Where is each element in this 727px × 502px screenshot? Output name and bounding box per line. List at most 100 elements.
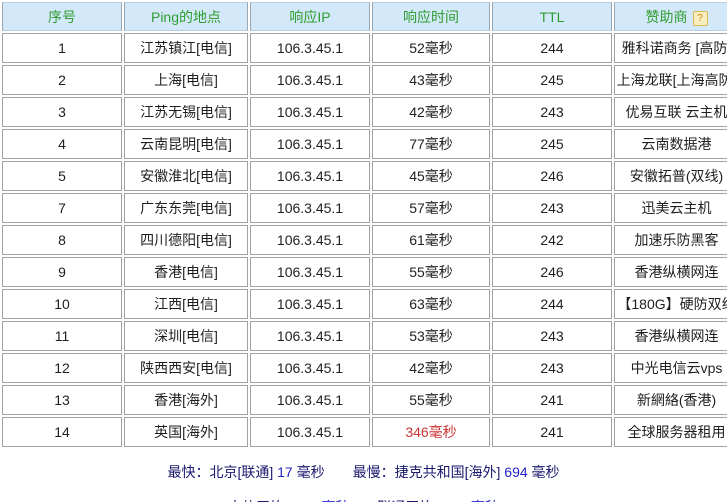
response-time-cell: 53毫秒	[372, 321, 490, 351]
location-cell: 四川德阳[电信]	[124, 225, 248, 255]
response-time-cell: 52毫秒	[372, 33, 490, 63]
slowest-unit: 毫秒	[531, 464, 560, 480]
response-ip-link[interactable]: 106.3.45.1	[250, 193, 370, 223]
response-time-cell: 55毫秒	[372, 385, 490, 415]
row-index-cell: 1	[2, 33, 122, 63]
ping-results-table: 序号 Ping的地点 响应IP 响应时间 TTL 赞助商? 1 江苏镇江[电信]…	[2, 2, 727, 447]
fastest-value: 17	[277, 464, 293, 480]
response-time-cell: 42毫秒	[372, 353, 490, 383]
slowest-place: 捷克共和国[海外]	[394, 464, 501, 480]
sponsor-link[interactable]: 迅美云主机	[614, 193, 727, 223]
location-cell: 广东东莞[电信]	[124, 193, 248, 223]
sponsor-link[interactable]: 安徽拓普(双线)	[614, 161, 727, 191]
ping-table-body: 1 江苏镇江[电信] 106.3.45.1 52毫秒 244 雅科诺商务 [高防…	[2, 33, 727, 447]
telecom-avg-label: 电信平均：	[228, 499, 298, 502]
response-time-cell: 63毫秒	[372, 289, 490, 319]
col-header-location-label: Ping的地点	[150, 8, 222, 25]
response-ip-link[interactable]: 106.3.45.1	[250, 385, 370, 415]
header-row: 序号 Ping的地点 响应IP 响应时间 TTL 赞助商?	[2, 2, 727, 31]
ttl-cell: 245	[492, 129, 612, 159]
location-cell: 江西[电信]	[124, 289, 248, 319]
response-ip-link[interactable]: 106.3.45.1	[250, 97, 370, 127]
ttl-cell: 243	[492, 97, 612, 127]
ttl-cell: 243	[492, 321, 612, 351]
sponsor-help-icon[interactable]: ?	[692, 10, 708, 26]
table-row: 3 江苏无锡[电信] 106.3.45.1 42毫秒 243 优易互联 云主机	[2, 97, 727, 127]
location-cell: 江苏镇江[电信]	[124, 33, 248, 63]
row-index-cell: 14	[2, 417, 122, 447]
sponsor-link[interactable]: 中光电信云vps	[614, 353, 727, 383]
ttl-cell: 244	[492, 289, 612, 319]
sponsor-link[interactable]: 新網絡(香港)	[614, 385, 727, 415]
row-index-cell: 5	[2, 161, 122, 191]
table-row: 2 上海[电信] 106.3.45.1 43毫秒 245 上海龙联[上海高防]	[2, 65, 727, 95]
ttl-cell: 241	[492, 417, 612, 447]
fastest-place: 北京[联通]	[209, 464, 274, 480]
row-index-cell: 12	[2, 353, 122, 383]
response-ip-link[interactable]: 106.3.45.1	[250, 33, 370, 63]
ttl-cell: 244	[492, 33, 612, 63]
col-header-response-time-label: 响应时间	[403, 8, 459, 25]
location-cell: 陕西西安[电信]	[124, 353, 248, 383]
location-cell: 香港[电信]	[124, 257, 248, 287]
response-ip-link[interactable]: 106.3.45.1	[250, 65, 370, 95]
location-cell: 安徽淮北[电信]	[124, 161, 248, 191]
sponsor-link[interactable]: 优易互联 云主机	[614, 97, 727, 127]
row-index-cell: 10	[2, 289, 122, 319]
summary-fastest-slowest: 最快：北京[联通] 17 毫秒 最慢：捷克共和国[海外] 694 毫秒	[0, 462, 727, 482]
response-ip-link[interactable]: 106.3.45.1	[250, 353, 370, 383]
response-time-cell: 346毫秒	[372, 417, 490, 447]
sponsor-link[interactable]: 上海龙联[上海高防]	[614, 65, 727, 95]
unicom-avg-value: 43	[451, 499, 467, 502]
response-ip-link[interactable]: 106.3.45.1	[250, 225, 370, 255]
col-header-sponsor: 赞助商?	[614, 2, 727, 31]
table-row: 1 江苏镇江[电信] 106.3.45.1 52毫秒 244 雅科诺商务 [高防…	[2, 33, 727, 63]
response-time-cell: 55毫秒	[372, 257, 490, 287]
table-header: 序号 Ping的地点 响应IP 响应时间 TTL 赞助商?	[2, 2, 727, 31]
response-ip-link[interactable]: 106.3.45.1	[250, 289, 370, 319]
table-row: 5 安徽淮北[电信] 106.3.45.1 45毫秒 246 安徽拓普(双线)	[2, 161, 727, 191]
sponsor-link[interactable]: 加速乐防黑客	[614, 225, 727, 255]
response-time-cell: 43毫秒	[372, 65, 490, 95]
table-row: 12 陕西西安[电信] 106.3.45.1 42毫秒 243 中光电信云vps	[2, 353, 727, 383]
sponsor-link[interactable]: 【180G】硬防双线	[614, 289, 727, 319]
ttl-cell: 246	[492, 257, 612, 287]
fastest-unit: 毫秒	[296, 464, 325, 480]
response-ip-link[interactable]: 106.3.45.1	[250, 321, 370, 351]
location-cell: 云南昆明[电信]	[124, 129, 248, 159]
col-header-response-ip-label: 响应IP	[289, 8, 331, 25]
response-time-cell: 77毫秒	[372, 129, 490, 159]
summary-averages: 电信平均： 53 毫秒 联通平均： 43 毫秒	[0, 497, 727, 502]
response-time-cell: 61毫秒	[372, 225, 490, 255]
sponsor-link[interactable]: 香港纵横网连	[614, 257, 727, 287]
row-index-cell: 13	[2, 385, 122, 415]
response-time-cell: 42毫秒	[372, 97, 490, 127]
row-index-cell: 4	[2, 129, 122, 159]
sponsor-link[interactable]: 雅科诺商务 [高防]	[614, 33, 727, 63]
location-cell: 上海[电信]	[124, 65, 248, 95]
table-row: 4 云南昆明[电信] 106.3.45.1 77毫秒 245 云南数据港	[2, 129, 727, 159]
response-ip-link[interactable]: 106.3.45.1	[250, 417, 370, 447]
col-header-response-time: 响应时间	[372, 2, 490, 31]
sponsor-link[interactable]: 全球服务器租用	[614, 417, 727, 447]
sponsor-link[interactable]: 香港纵横网连	[614, 321, 727, 351]
col-header-index: 序号	[2, 2, 122, 31]
location-cell: 英国[海外]	[124, 417, 248, 447]
table-row: 13 香港[海外] 106.3.45.1 55毫秒 241 新網絡(香港)	[2, 385, 727, 415]
ttl-cell: 246	[492, 161, 612, 191]
table-row: 9 香港[电信] 106.3.45.1 55毫秒 246 香港纵横网连	[2, 257, 727, 287]
sponsor-link[interactable]: 云南数据港	[614, 129, 727, 159]
response-ip-link[interactable]: 106.3.45.1	[250, 257, 370, 287]
slowest-value: 694	[504, 464, 528, 480]
row-index-cell: 7	[2, 193, 122, 223]
response-time-cell: 45毫秒	[372, 161, 490, 191]
unicom-avg-unit-link[interactable]: 毫秒	[471, 499, 499, 502]
telecom-avg-unit-link[interactable]: 毫秒	[322, 499, 350, 502]
response-ip-link[interactable]: 106.3.45.1	[250, 161, 370, 191]
table-row: 10 江西[电信] 106.3.45.1 63毫秒 244 【180G】硬防双线	[2, 289, 727, 319]
response-ip-link[interactable]: 106.3.45.1	[250, 129, 370, 159]
location-cell: 深圳[电信]	[124, 321, 248, 351]
location-cell: 江苏无锡[电信]	[124, 97, 248, 127]
unicom-avg-label: 联通平均：	[378, 499, 448, 502]
